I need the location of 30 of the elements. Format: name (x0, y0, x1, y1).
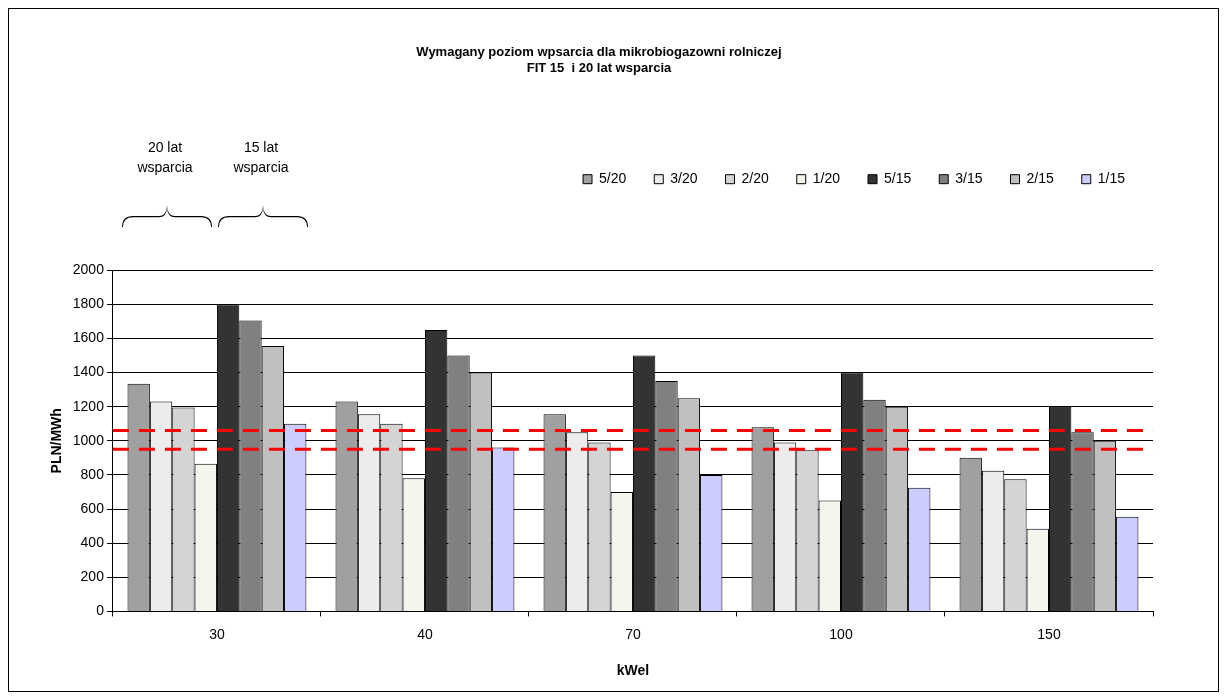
y-tick-label: 1200 (72, 397, 105, 414)
legend-label: 2/15 (1026, 170, 1054, 187)
legend-label: 5/15 (884, 170, 912, 187)
x-tick-label: 150 (1037, 625, 1061, 642)
legend-label: 1/15 (1097, 170, 1126, 187)
x-axis-title: kWel (616, 662, 650, 679)
y-tick-label: 1000 (72, 431, 105, 448)
x-tick-label: 70 (625, 625, 641, 642)
legend-label: 2/20 (741, 170, 769, 187)
y-tick-label: 1400 (72, 363, 105, 380)
text: 15 lat wsparcia (232, 138, 290, 177)
y-tick-label: 600 (80, 499, 105, 516)
chart-subtitle: FIT 15 i 20 lat wsparcia (526, 59, 673, 75)
legend-label: 3/15 (955, 170, 983, 187)
x-tick-label: 40 (417, 625, 433, 642)
x-tick-label: 100 (829, 625, 853, 642)
legend-label: 1/20 (812, 170, 841, 187)
y-tick-label: 0 (96, 602, 105, 619)
legend-label: 5/20 (599, 170, 627, 187)
x-tick-label: 30 (209, 625, 225, 642)
y-tick-label: 1800 (72, 295, 105, 312)
y-tick-label: 1600 (72, 329, 105, 346)
y-tick-label: 400 (80, 534, 105, 551)
legend-label: 3/20 (670, 170, 698, 187)
chart-title: Wymagany poziom wpsarcia dla mikrobiogazowni rolniczej (416, 44, 782, 60)
y-axis-title: PLN/MWh (48, 408, 65, 474)
y-tick-label: 2000 (72, 261, 105, 278)
y-tick-label: 800 (80, 465, 105, 482)
text: 20 lat wsparcia (136, 138, 194, 177)
y-tick-label: 200 (80, 568, 105, 585)
